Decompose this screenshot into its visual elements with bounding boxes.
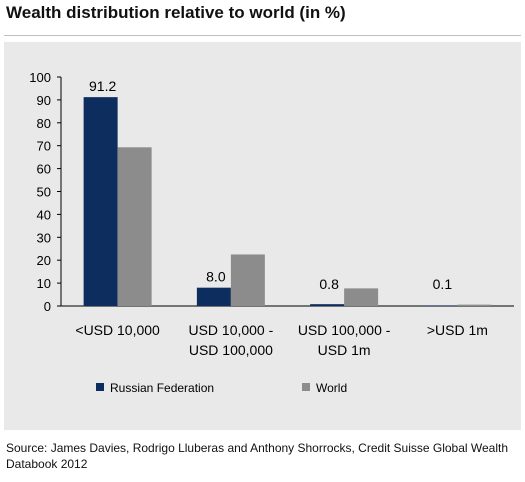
data-label: 8.0	[206, 269, 226, 285]
bar-russia	[83, 97, 118, 306]
x-category-label: USD 100,000 -	[298, 322, 391, 338]
y-tick-label: 90	[37, 93, 51, 108]
bar-world	[230, 254, 265, 306]
data-label: 0.1	[433, 276, 453, 292]
bar-russia	[423, 305, 458, 306]
y-tick-label: 30	[37, 230, 51, 245]
y-tick-label: 50	[37, 185, 51, 200]
legend-label: World	[316, 381, 347, 395]
y-tick-label: 80	[37, 116, 51, 131]
x-category-label: <USD 10,000	[75, 322, 160, 338]
y-tick-label: 20	[37, 253, 51, 268]
data-label: 91.2	[89, 78, 116, 94]
bar-chart: 0 10 20 30 40 50 60 70 80 90 100 91.2 8.0 0.8 0.1 <USD …	[29, 70, 514, 395]
legend-swatch	[302, 383, 310, 391]
x-category-label: USD 1m	[318, 342, 371, 358]
legend-label: Russian Federation	[110, 381, 214, 395]
source-note: Source: James Davies, Rodrigo Lluberas a…	[6, 441, 509, 471]
bar-russia	[310, 304, 345, 306]
y-tick-label: 70	[37, 139, 51, 154]
chart-area: 0 10 20 30 40 50 60 70 80 90 100 91.2 8.0 0.8 0.1 <USD …	[4, 42, 521, 430]
x-category-label: USD 10,000 -	[188, 322, 273, 338]
bar-world	[117, 147, 152, 306]
title-divider	[4, 35, 521, 36]
data-label: 0.8	[319, 276, 339, 292]
y-tick-label: 10	[37, 276, 51, 291]
bar-world	[457, 304, 492, 306]
y-tick-label: 0	[44, 299, 51, 314]
y-tick-label: 60	[37, 162, 51, 177]
y-tick-label: 40	[37, 207, 51, 222]
y-tick-label: 100	[29, 70, 51, 85]
bar-world	[344, 288, 379, 306]
x-category-label: >USD 1m	[427, 322, 488, 338]
x-category-label: USD 100,000	[189, 342, 273, 358]
bar-russia	[196, 287, 231, 306]
chart-title: Wealth distribution relative to world (i…	[6, 3, 346, 22]
legend-swatch	[96, 383, 104, 391]
